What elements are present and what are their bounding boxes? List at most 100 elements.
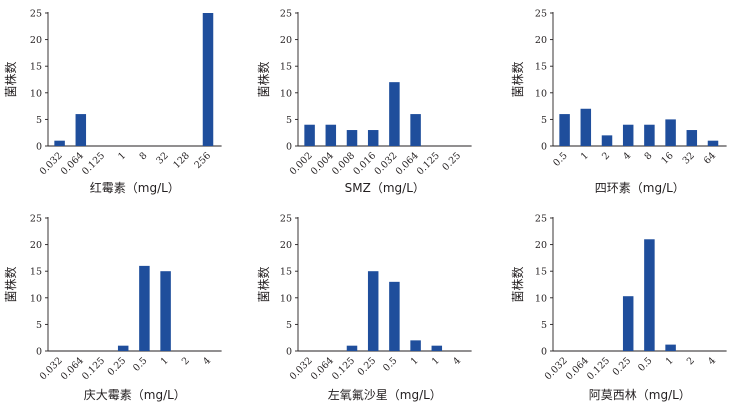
y-tick-label: 25 [535,9,547,20]
y-tick-label: 10 [280,88,292,99]
x-axis-label: 阿莫西林（mg/L） [589,388,691,402]
x-tick-label: 0.064 [59,355,86,382]
x-axis-label: SMZ（mg/L） [345,181,425,195]
bar-4 [622,124,634,146]
x-tick-label: 0.5 [636,355,654,373]
x-tick-label: 32 [681,150,697,166]
x-tick-label: 128 [171,150,192,171]
y-tick-label: 20 [280,35,292,46]
x-axis-label: 左氧氟沙星（mg/L） [328,387,442,402]
y-tick-label: 15 [280,267,292,278]
bar-1 [431,345,443,351]
x-tick-label: 4 [706,355,718,367]
y-tick-label: 10 [535,88,547,99]
y-tick-label: 15 [30,267,42,278]
bar-0_5 [644,239,655,351]
y-tick-label: 0 [541,142,547,153]
y-axis-label: 菌株数 [256,266,271,302]
x-tick-label: 0.002 [288,150,315,177]
x-tick-label: 0.064 [394,150,421,177]
x-tick-label: 0.25 [356,355,379,378]
bar-8 [644,124,655,146]
y-tick-label: 0 [36,347,42,358]
bar-0_032 [389,82,400,146]
bar-1 [160,271,171,351]
x-tick-label: 0.004 [309,150,336,177]
bar-0_5 [139,265,150,351]
bar-0_125 [346,345,358,351]
y-tick-label: 10 [30,293,42,304]
bar-0_032 [54,140,65,146]
x-tick-label: 0.064 [564,355,591,382]
x-tick-label: 1 [430,355,442,367]
x-tick-label: 2 [180,355,192,367]
y-axis-label: 菌株数 [510,266,525,302]
y-tick-label: 0 [286,347,292,358]
y-tick-label: 20 [535,35,547,46]
y-tick-label: 10 [535,293,547,304]
y-tick-label: 15 [30,62,42,73]
x-tick-label: 4 [451,355,463,367]
x-tick-label: 0.25 [106,355,129,378]
x-tick-label: 2 [600,150,612,162]
x-tick-label: 1 [409,355,421,367]
y-tick-label: 15 [535,267,547,278]
y-tick-label: 5 [541,115,547,126]
x-tick-label: 16 [659,150,675,166]
x-tick-label: 4 [621,150,633,162]
x-tick-label: 0.5 [131,355,149,373]
x-tick-label: 1 [664,355,676,367]
x-tick-label: 8 [642,150,654,162]
y-tick-label: 25 [535,214,547,225]
y-tick-label: 5 [36,115,42,126]
bar-256 [202,13,214,146]
y-tick-label: 0 [36,142,42,153]
x-tick-label: 0.032 [543,355,570,382]
bar-32 [686,130,698,146]
x-tick-label: 8 [137,150,149,162]
x-tick-label: 0.125 [330,355,357,382]
x-tick-label: 32 [154,150,170,166]
x-axis-label: 红霉素（mg/L） [90,180,180,195]
y-tick-label: 5 [541,320,547,331]
y-tick-label: 20 [535,240,547,251]
y-tick-label: 5 [36,320,42,331]
bar-64 [707,140,719,146]
y-tick-label: 0 [541,347,547,358]
bar-1 [580,108,592,146]
x-tick-label: 0.125 [80,150,107,177]
y-tick-label: 25 [30,214,42,225]
bar-0_002 [304,124,315,146]
x-tick-label: 0.064 [59,150,86,177]
bar-2 [601,135,613,146]
y-tick-label: 10 [280,293,292,304]
bar-0_004 [325,124,337,146]
x-tick-label: 0.125 [80,355,107,382]
y-tick-label: 15 [280,62,292,73]
y-tick-label: 5 [286,115,292,126]
y-axis-label: 菌株数 [3,266,18,302]
y-tick-label: 15 [535,62,547,73]
x-tick-label: 0.25 [611,355,634,378]
x-tick-label: 0.032 [38,150,65,177]
y-axis-label: 菌株数 [3,61,18,97]
bar-0_25 [367,271,379,351]
bar-1 [410,340,421,351]
y-tick-label: 25 [280,9,292,20]
x-tick-label: 1 [579,150,591,162]
x-tick-label: 4 [201,355,213,367]
bar-0_25 [622,296,634,351]
y-tick-label: 25 [280,214,292,225]
y-tick-label: 20 [280,240,292,251]
x-tick-label: 1 [116,150,128,162]
bar-0_25 [117,345,129,351]
y-axis-label: 菌株数 [510,61,525,97]
y-tick-label: 20 [30,240,42,251]
x-tick-label: 0.008 [330,150,357,177]
bar-0_016 [367,130,379,146]
x-tick-label: 64 [702,150,718,166]
